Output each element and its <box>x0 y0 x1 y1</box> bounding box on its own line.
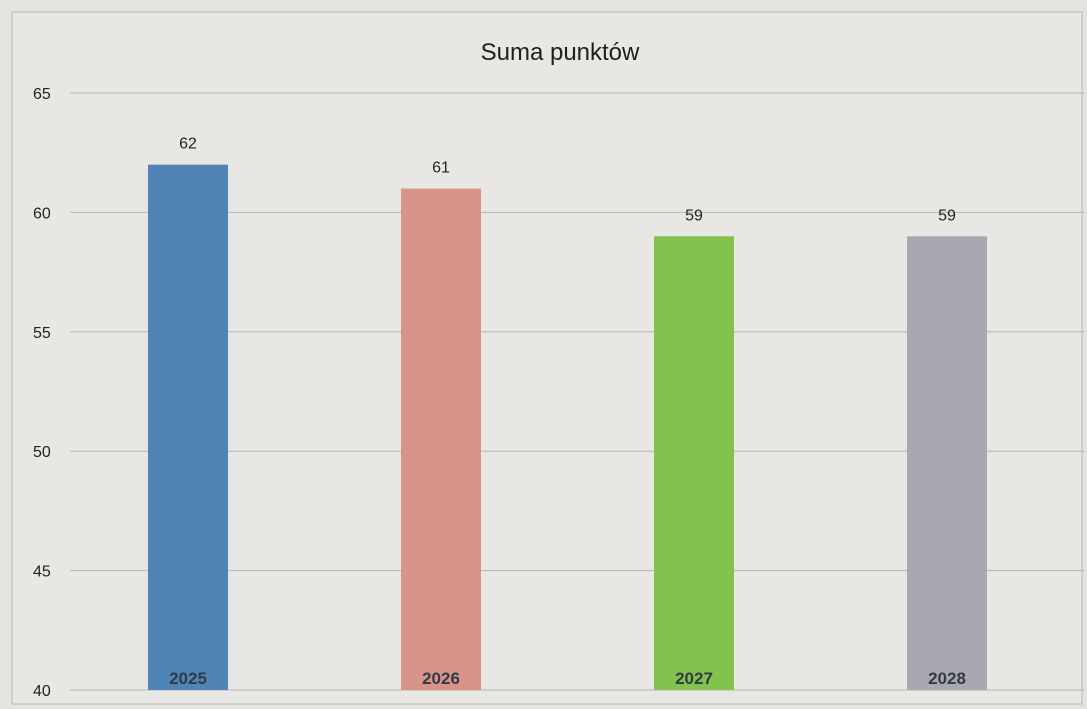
bars <box>148 164 987 690</box>
data-label-2025: 62 <box>179 136 197 153</box>
y-tick-label: 55 <box>33 325 51 342</box>
bar-2027 <box>654 236 734 690</box>
category-label-2027: 2027 <box>675 669 713 688</box>
y-tick-label: 45 <box>33 564 51 581</box>
chart-title: Suma punktów <box>481 39 640 66</box>
category-label-2026: 2026 <box>422 669 460 688</box>
data-labels: 62 61 59 59 <box>179 136 956 225</box>
bar-2028 <box>907 236 987 690</box>
y-tick-label: 50 <box>33 444 51 461</box>
y-tick-label: 65 <box>33 86 51 103</box>
x-category-labels: 2025 2026 2027 2028 <box>169 669 966 688</box>
bar-2026 <box>401 188 481 690</box>
bar-2025 <box>148 164 228 690</box>
data-label-2027: 59 <box>685 207 703 224</box>
y-tick-label: 40 <box>33 683 51 700</box>
data-label-2028: 59 <box>938 207 956 224</box>
category-label-2028: 2028 <box>928 669 966 688</box>
category-label-2025: 2025 <box>169 669 207 688</box>
data-label-2026: 61 <box>432 160 450 177</box>
y-tick-label: 60 <box>33 205 51 222</box>
y-axis-tick-labels: 40 45 50 55 60 65 <box>33 86 51 700</box>
